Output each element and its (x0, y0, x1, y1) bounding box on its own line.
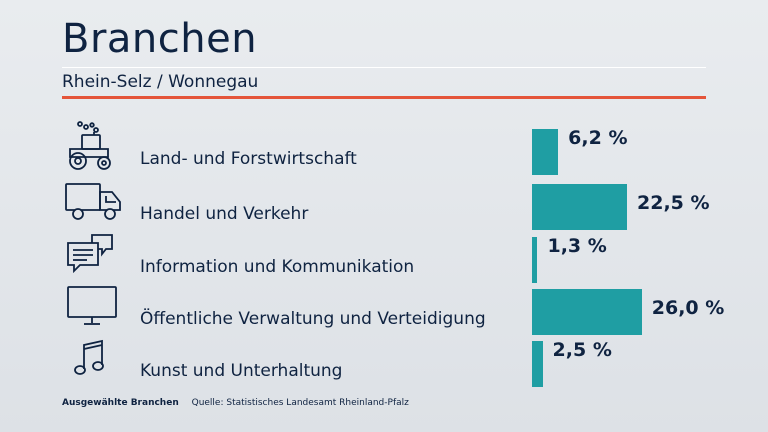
value-label: 6,2 % (568, 127, 628, 149)
footer-note: Ausgewählte Branchen (62, 398, 179, 408)
tractor-icon (62, 121, 124, 171)
bar (532, 129, 559, 175)
accent-rule (62, 96, 706, 99)
divider (62, 67, 706, 68)
category-label: Land- und Forstwirtschaft (140, 149, 357, 169)
bar (532, 184, 627, 230)
category-label: Handel und Verkehr (140, 204, 309, 224)
speech-bubbles-icon (62, 229, 124, 279)
footer-source: Quelle: Statistisches Landesamt Rheinlan… (191, 398, 409, 408)
footer: Ausgewählte Branchen Quelle: Statistisch… (62, 398, 409, 408)
page-title: Branchen (62, 16, 258, 62)
page-subtitle: Rhein-Selz / Wonnegau (62, 72, 259, 92)
category-label: Öffentliche Verwaltung und Verteidigung (140, 309, 486, 329)
category-label: Kunst und Unterhaltung (140, 361, 343, 381)
truck-icon (62, 176, 124, 226)
bar (532, 289, 642, 335)
value-label: 1,3 % (547, 235, 607, 257)
bar (532, 341, 543, 387)
music-note-icon (62, 333, 124, 383)
bar (532, 237, 538, 283)
value-label: 26,0 % (651, 297, 725, 319)
value-label: 22,5 % (637, 192, 710, 214)
value-label: 2,5 % (552, 339, 612, 361)
monitor-icon (62, 281, 124, 331)
category-label: Information und Kommunikation (140, 257, 415, 277)
